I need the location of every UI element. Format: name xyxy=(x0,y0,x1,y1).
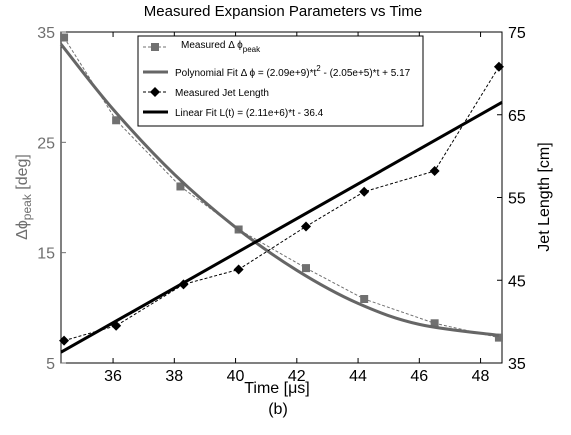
right-y-tick-label: 35 xyxy=(508,356,526,373)
series-line-linear-fit xyxy=(60,101,503,354)
right-y-tick-label: 75 xyxy=(508,25,526,42)
x-axis-ticks: 36 38 40 42 44 46 48 xyxy=(104,32,490,385)
data-point-square xyxy=(176,182,185,191)
data-point-diamond xyxy=(301,221,311,232)
data-point-square xyxy=(430,319,439,328)
legend-box xyxy=(137,35,424,127)
right-y-tick-label: 55 xyxy=(508,191,526,208)
left-y-tick-label: 15 xyxy=(37,246,55,263)
data-point-square xyxy=(302,264,310,273)
left-y-axis-label: Δϕpeak [deg] xyxy=(14,154,34,240)
data-point-diamond xyxy=(429,166,440,177)
legend-label-measured-phase: Measured Δ ϕpeak xyxy=(181,40,261,54)
legend-label-poly-fit: Polynomial Fit Δ ϕ = (2.09e+9)*t2 - (2.0… xyxy=(175,64,411,79)
data-point-square xyxy=(494,333,503,342)
x-axis-label: Time [μs] xyxy=(244,380,310,397)
left-y-tick-label: 5 xyxy=(46,356,55,373)
figure-caption: (b) xyxy=(268,401,288,418)
data-point-square xyxy=(360,295,369,304)
x-tick-label: 40 xyxy=(227,368,245,385)
data-point-square xyxy=(112,116,121,125)
legend-marker-measured-phase xyxy=(151,43,159,51)
x-tick-label: 42 xyxy=(288,368,306,385)
left-y-tick-label: 25 xyxy=(37,135,55,152)
left-y-tick-label: 35 xyxy=(37,25,55,42)
legend-marker-measured-jet xyxy=(150,87,160,97)
data-point-diamond xyxy=(359,186,370,197)
series-line-measured-phase xyxy=(63,37,500,339)
left-y-axis-ticks: 5 15 25 35 xyxy=(37,25,66,373)
x-tick-label: 46 xyxy=(410,368,428,385)
data-point-square xyxy=(60,33,69,42)
right-y-axis-ticks: 35 45 55 65 75 xyxy=(497,25,526,373)
right-y-tick-label: 65 xyxy=(508,108,526,125)
legend: Measured Δ ϕpeak Polynomial Fit Δ ϕ = (2… xyxy=(137,35,424,127)
series-line-measured-jet xyxy=(63,66,500,342)
x-tick-label: 48 xyxy=(472,368,490,385)
data-point-diamond xyxy=(233,264,244,275)
right-y-tick-label: 45 xyxy=(508,273,526,290)
x-tick-label: 44 xyxy=(349,368,367,385)
chart-title: Measured Expansion Parameters vs Time xyxy=(144,3,422,20)
series-layer xyxy=(59,33,504,354)
legend-label-measured-jet: Measured Jet Length xyxy=(175,88,269,99)
right-y-axis-label: Jet Length [cm] xyxy=(536,142,553,251)
legend-label-linear-fit: Linear Fit L(t) = (2.11e+6)*t - 36.4 xyxy=(175,108,324,119)
data-point-diamond xyxy=(493,61,504,72)
x-tick-label: 38 xyxy=(165,368,183,385)
data-point-diamond xyxy=(59,335,70,346)
x-tick-label: 36 xyxy=(104,368,122,385)
